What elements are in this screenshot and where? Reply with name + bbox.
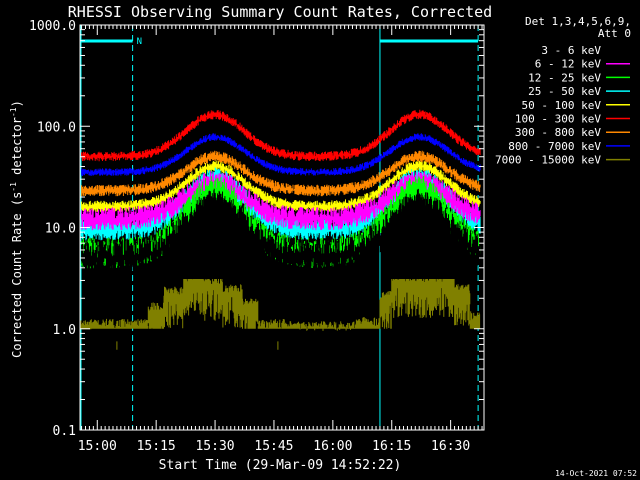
legend-item: 7000 - 15000 keV [495, 154, 630, 167]
series-line-100-300-keV-kev [81, 109, 481, 162]
legend-label: 6 - 12 keV [535, 58, 602, 71]
legend-item: 25 - 50 keV [528, 85, 630, 98]
x-tick-label: 15:45 [254, 439, 293, 454]
y-axis-label: Corrected Count Rate (s-1 detector-1) [9, 100, 24, 358]
x-tick-label: 16:30 [431, 439, 470, 454]
legend-item: 3 - 6 keV [541, 44, 630, 57]
series-line-50-100-keV-kev [81, 160, 481, 213]
legend-label: 800 - 7000 keV [508, 140, 601, 153]
y-tick-label: 1.0 [53, 323, 76, 338]
legend-item: 800 - 7000 keV [508, 140, 630, 153]
series-line-3-6-keV-kev [81, 188, 481, 275]
legend-label: 7000 - 15000 keV [495, 154, 601, 167]
x-tick-label: 15:00 [78, 439, 117, 454]
legend-label: 3 - 6 keV [541, 44, 601, 57]
legend-item: 100 - 300 keV [515, 113, 630, 126]
x-tick-label: 15:30 [195, 439, 234, 454]
legend-item: 50 - 100 keV [522, 99, 630, 112]
y-axis: 1000.0 100.0 10.0 1.0 0.1 [29, 19, 484, 439]
series-line-800-7000-keV-kev [81, 133, 481, 176]
series-line-300-800-keV-kev [81, 150, 481, 197]
x-tick-label: 16:15 [372, 439, 411, 454]
legend-header-attenuator: Att 0 [598, 27, 631, 40]
y-tick-label: 0.1 [53, 424, 76, 439]
y-tick-label: 100.0 [37, 120, 76, 135]
x-axis-label: Start Time (29-Mar-09 14:52:22) [159, 458, 402, 473]
y-tick-label: 1000.0 [29, 19, 76, 34]
legend-item: 300 - 800 keV [515, 126, 630, 139]
legend-item: 12 - 25 keV [528, 71, 630, 84]
chart-title: RHESSI Observing Summary Count Rates, Co… [68, 3, 492, 21]
footer-timestamp: 14-Oct-2021 07:52 [555, 469, 637, 478]
legend-item: 6 - 12 keV [535, 58, 630, 71]
legend-label: 25 - 50 keV [528, 85, 601, 98]
legend-label: 300 - 800 keV [515, 126, 601, 139]
x-tick-label: 15:15 [137, 439, 176, 454]
legend-label: 100 - 300 keV [515, 113, 601, 126]
night-bar-label: N [137, 37, 142, 47]
series-layer [79, 109, 481, 350]
x-tick-label: 16:00 [313, 439, 352, 454]
legend-header-detectors: Det 1,3,4,5,6,9, [525, 15, 631, 28]
legend-label: 12 - 25 keV [528, 71, 601, 84]
x-axis: 15:00 15:15 15:30 15:45 16:00 16:15 16:30 [78, 25, 483, 454]
y-tick-label: 10.0 [45, 222, 76, 237]
legend-label: 50 - 100 keV [522, 99, 602, 112]
